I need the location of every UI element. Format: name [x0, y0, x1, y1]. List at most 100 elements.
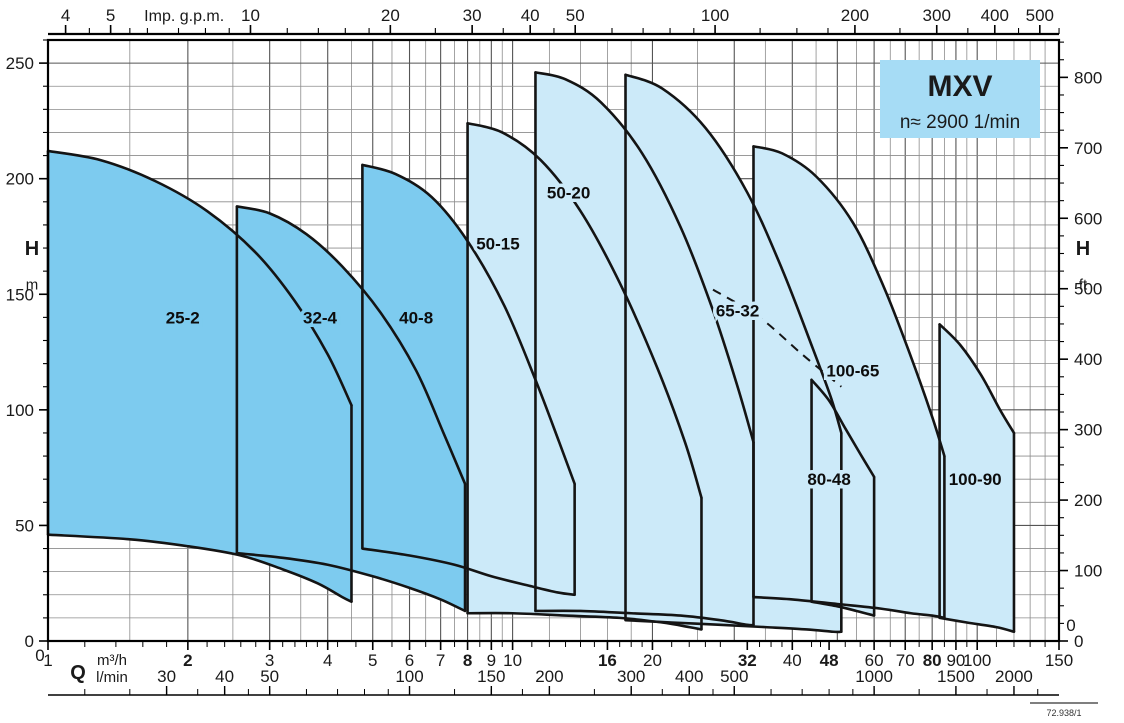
envelope-label-25-2: 25-225-2: [162, 305, 203, 331]
envelope-upper-80-48: [810, 378, 876, 479]
label-halo: 80-48: [807, 470, 850, 489]
ytick-label-left-50: 50: [15, 516, 34, 535]
label-text: 80-48: [807, 470, 850, 489]
top-tick-label-300: 300: [923, 6, 951, 25]
y-axis-title-right: H: [1076, 238, 1090, 260]
bottom-tick-label-40: 40: [783, 651, 802, 670]
envelope-fill-100-90: [939, 324, 1014, 632]
top-tick-label-20: 20: [381, 6, 400, 25]
label-halo: 100-65: [826, 362, 879, 381]
envelope-fill-100-65: [753, 146, 945, 618]
ytick-label-right-200: 200: [1074, 491, 1102, 510]
envelope-upper-32-4: [235, 205, 467, 486]
ytick-label-right-300: 300: [1074, 421, 1102, 440]
origin-zero-right: 0: [1066, 616, 1075, 635]
label-text: 32-4: [303, 308, 338, 327]
top-tick-label-50: 50: [566, 6, 585, 25]
label-text: 25-2: [166, 308, 200, 327]
label-text: 100-90: [949, 470, 1002, 489]
ytick-label-left-250: 250: [6, 54, 34, 73]
lmin-tick-label-40: 40: [215, 667, 234, 686]
envelope-upper-100-90: [938, 323, 1016, 435]
top-tick-label-400: 400: [981, 6, 1009, 25]
bottom-tick-label-7: 7: [436, 651, 445, 670]
envelope-upper-65-32: [624, 73, 843, 435]
envelope-lower-40-8: [361, 547, 576, 597]
envelope-lower-100-65: [752, 595, 946, 620]
envelope-lower-100-90: [938, 616, 1016, 634]
lmin-tick-label-150: 150: [477, 667, 505, 686]
top-tick-label-100: 100: [701, 6, 729, 25]
y-axis-title-left: H: [25, 238, 39, 260]
label-halo: 50-20: [547, 184, 590, 203]
envelope-lower-25-2: [46, 533, 353, 604]
lmin-tick-label-500: 500: [720, 667, 748, 686]
bottom-tick-label-9: 9: [487, 651, 496, 670]
lmin-tick-label-200: 200: [535, 667, 563, 686]
ytick-label-right-100: 100: [1074, 562, 1102, 581]
label-text: 100-65: [826, 362, 879, 381]
ytick-label-right-600: 600: [1074, 209, 1102, 228]
envelope-upper-100-65: [752, 145, 946, 458]
bottom-tick-label-2: 2: [183, 651, 192, 670]
envelope-upper-25-2: [46, 149, 353, 407]
bottom-tick-label-5: 5: [368, 651, 377, 670]
envelope-upper-40-8: [361, 163, 576, 486]
ytick-label-right-800: 800: [1074, 68, 1102, 87]
top-tick-label-10: 10: [241, 6, 260, 25]
envelope-lower-65-32: [624, 618, 843, 634]
lmin-tick-label-2000: 2000: [995, 667, 1033, 686]
top-tick-label-4: 4: [61, 6, 70, 25]
envelope-lower-32-4: [235, 551, 467, 613]
envelope-upper-50-20: [534, 71, 755, 444]
y-axis-unit-right: ft: [1079, 277, 1088, 294]
lmin-tick-label-400: 400: [675, 667, 703, 686]
ytick-label-left-0: 0: [25, 632, 34, 651]
envelope-lower-80-48: [810, 600, 876, 617]
envelope-upper-50-15: [466, 121, 703, 499]
ytick-label-left-150: 150: [6, 285, 34, 304]
bottom-tick-label-3: 3: [265, 651, 274, 670]
y-axis-unit-left: m: [26, 277, 39, 294]
envelope-labels: 25-225-2 32-432-4 40-840-850-1550-1550-205…: [162, 180, 1005, 493]
envelope-label-40-8: 40-840-8: [396, 305, 437, 331]
top-tick-label-200: 200: [841, 6, 869, 25]
envelope-lower-50-15: [466, 611, 703, 631]
label-text: 50-15: [476, 234, 519, 253]
envelope-lower-50-20: [534, 609, 755, 627]
bottom-axis-unit-m3h: m³/h: [97, 652, 127, 669]
ytick-label-right-700: 700: [1074, 139, 1102, 158]
top-tick-label-500: 500: [1026, 6, 1054, 25]
title-box: [880, 60, 1040, 138]
top-tick-label-5: 5: [106, 6, 115, 25]
label-halo: 25-2: [166, 308, 200, 327]
bottom-tick-label-48: 48: [820, 651, 839, 670]
title-model: MXV: [927, 70, 992, 103]
bottom-tick-label-90: 90: [946, 651, 965, 670]
envelope-fills: [48, 72, 1014, 632]
bottom-tick-label-80: 80: [923, 651, 942, 670]
label-halo: 32-4: [303, 308, 338, 327]
title-speed: n≈ 2900 1/min: [900, 112, 1020, 133]
bottom-tick-label-70: 70: [896, 651, 915, 670]
envelope-outlines: [46, 71, 1016, 634]
bottom-tick-label-150: 150: [1045, 651, 1073, 670]
origin-zero-left: 0: [35, 646, 44, 665]
bottom-tick-label-6: 6: [405, 651, 414, 670]
bottom-tick-label-1: 1: [43, 651, 52, 670]
label-halo: 65-32: [716, 301, 759, 320]
bottom-tick-label-10: 10: [503, 651, 522, 670]
label-halo: 100-90: [949, 470, 1002, 489]
lmin-tick-label-50: 50: [260, 667, 279, 686]
lmin-tick-label-300: 300: [617, 667, 645, 686]
label-text: 40-8: [399, 308, 433, 327]
label-halo: 40-8: [399, 308, 433, 327]
bottom-axis-unit-lmin: l/min: [96, 669, 128, 686]
